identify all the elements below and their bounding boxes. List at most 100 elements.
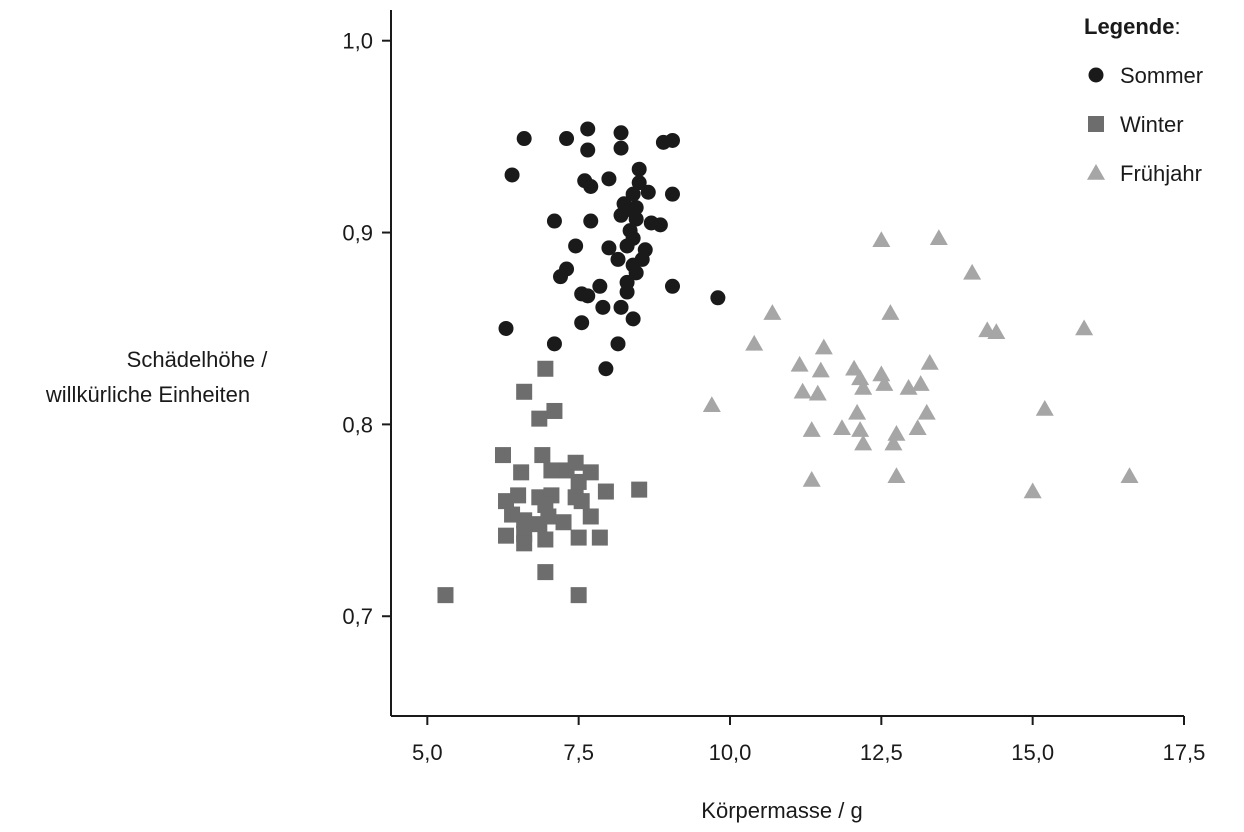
data-point-square (537, 531, 554, 548)
data-point-square (582, 464, 599, 481)
data-point-square (534, 447, 551, 464)
x-tick-label: 10,0 (709, 740, 752, 765)
data-point-triangle (745, 334, 764, 351)
data-point-circle (559, 131, 575, 147)
data-marks (437, 121, 1139, 604)
data-point-circle (601, 240, 617, 256)
series-sommer (498, 121, 726, 377)
data-point-square (516, 535, 533, 552)
data-point-triangle (1023, 482, 1042, 499)
data-point-square (543, 462, 560, 479)
data-point-circle (628, 200, 644, 216)
data-point-circle (580, 288, 596, 304)
series-winter (437, 360, 648, 604)
data-point-circle (619, 284, 635, 300)
data-point-triangle (845, 359, 864, 376)
data-point-circle (574, 315, 590, 331)
data-point-circle (583, 213, 599, 229)
data-point-triangle (790, 355, 809, 372)
data-point-triangle (808, 384, 827, 401)
x-tick-label: 17,5 (1163, 740, 1206, 765)
y-axis-label-line1: Schädelhöhe / (127, 347, 269, 372)
data-point-circle (652, 217, 668, 233)
y-axis-label-line2: willkürliche Einheiten (45, 382, 250, 407)
data-point-square (597, 483, 614, 500)
data-point-square (494, 447, 511, 464)
data-point-triangle (851, 421, 870, 437)
data-point-circle (580, 142, 596, 158)
data-point-square (537, 496, 554, 513)
data-point-triangle (884, 434, 903, 451)
x-tick-label: 5,0 (412, 740, 443, 765)
data-point-triangle (854, 434, 873, 451)
data-point-circle (546, 336, 562, 352)
data-point-triangle (875, 375, 894, 391)
data-point-triangle (887, 424, 906, 441)
data-point-triangle (872, 231, 891, 247)
data-point-triangle (802, 421, 821, 437)
y-tick-label: 0,8 (342, 412, 373, 437)
data-point-triangle (814, 338, 833, 355)
data-point-circle (631, 175, 647, 191)
data-point-triangle (1075, 319, 1094, 336)
data-point-triangle (832, 419, 851, 435)
data-point-square (516, 512, 533, 529)
data-point-circle (634, 251, 650, 267)
data-point-circle (580, 121, 596, 137)
y-tick-label: 0,9 (342, 221, 373, 246)
data-point-circle (610, 251, 626, 267)
data-point-square (498, 527, 515, 544)
data-point-square (437, 587, 454, 604)
data-point-square (573, 493, 590, 510)
data-point-square (516, 383, 533, 400)
data-point-square (537, 360, 554, 377)
legend-label: Winter (1120, 112, 1184, 137)
data-point-triangle (887, 467, 906, 483)
data-point-circle (625, 311, 641, 327)
data-point-square (570, 529, 587, 546)
data-point-triangle (987, 323, 1006, 340)
data-point-circle (628, 211, 644, 227)
data-point-triangle (920, 354, 939, 370)
data-point-triangle (793, 382, 812, 399)
data-point-triangle (802, 471, 821, 487)
data-point-triangle (911, 375, 930, 391)
legend-marker-square (1088, 116, 1104, 132)
data-point-square (513, 464, 530, 481)
data-point-triangle (1035, 400, 1054, 416)
data-point-square (570, 473, 587, 490)
data-point-square (567, 454, 584, 471)
data-point-circle (710, 290, 726, 306)
data-point-triangle (908, 419, 927, 435)
data-point-circle (625, 230, 641, 246)
data-point-circle (498, 320, 514, 336)
data-point-square (570, 587, 587, 604)
data-point-circle (583, 179, 599, 194)
data-point-square (531, 410, 548, 427)
data-point-triangle (929, 229, 948, 246)
data-point-triangle (854, 378, 873, 395)
data-point-triangle (963, 263, 982, 280)
data-point-circle (598, 361, 614, 377)
data-point-square (631, 481, 648, 498)
data-point-circle (613, 299, 629, 315)
legend-label: Frühjahr (1120, 161, 1202, 186)
data-point-square (555, 514, 572, 531)
data-point-square (504, 506, 521, 523)
data-point-square (591, 529, 608, 546)
data-point-square (498, 493, 515, 510)
data-point-circle (613, 140, 629, 156)
legend-marker-circle (1088, 67, 1104, 83)
data-point-circle (625, 186, 641, 202)
x-axis-label: Körpermasse / g (701, 798, 862, 823)
data-point-circle (568, 238, 584, 254)
legend-marker-triangle (1087, 164, 1105, 180)
data-point-circle (613, 125, 629, 141)
data-point-square (510, 487, 527, 504)
axes: 5,0 7,5 10,0 12,5 15,0 17,5 0,7 0,8 0,9 1,0 (342, 10, 1205, 765)
data-point-circle (516, 131, 532, 147)
data-point-triangle (702, 396, 721, 412)
data-point-circle (601, 171, 617, 187)
